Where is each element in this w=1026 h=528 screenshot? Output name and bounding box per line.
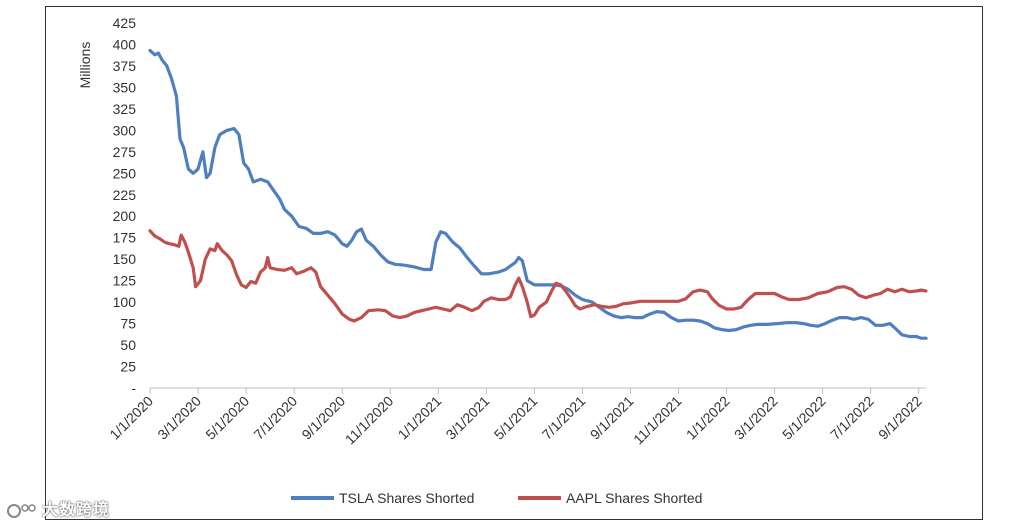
x-tick-label: 11/1/2021 <box>630 393 685 448</box>
y-tick-label: 400 <box>113 36 137 52</box>
y-tick-label: 125 <box>113 273 137 289</box>
y-tick-label: 325 <box>113 101 137 117</box>
series-layer <box>148 48 928 340</box>
x-tick-label: 9/1/2020 <box>298 393 348 443</box>
y-tick-label: 175 <box>113 230 137 246</box>
x-tick-label: 1/1/2021 <box>395 393 445 443</box>
chart-frame: - 25 50 75 100 125 150 175 200 225 250 275 300 325 350… <box>45 6 983 520</box>
x-tick-label: 1/1/2020 <box>106 393 156 443</box>
x-tick-label: 5/1/2022 <box>779 393 829 443</box>
line-chart: - 25 50 75 100 125 150 175 200 225 250 275 300 325 350… <box>77 15 928 506</box>
x-tick-label: 11/1/2020 <box>342 393 397 448</box>
watermark-logo-icon <box>7 503 36 518</box>
y-axis-title: Millions <box>77 42 93 89</box>
y-tick-label: - <box>131 380 136 396</box>
x-tick-label: 9/1/2022 <box>875 393 925 443</box>
watermark: 大数跨境 <box>6 496 110 522</box>
x-tick-label: 9/1/2021 <box>587 393 637 443</box>
y-tick-label: 150 <box>113 251 137 267</box>
y-tick-label: 75 <box>120 316 136 332</box>
y-tick-label: 425 <box>113 15 137 31</box>
legend-label-tsla: TSLA Shares Shorted <box>339 490 474 506</box>
watermark-text: 大数跨境 <box>42 502 111 519</box>
y-tick-label: 300 <box>113 122 137 138</box>
x-tick-label: 3/1/2022 <box>731 393 781 443</box>
y-tick-label: 350 <box>113 79 137 95</box>
legend-label-aapl: AAPL Shares Shorted <box>566 490 702 506</box>
series-line-tsla <box>148 48 928 340</box>
y-tick-label: 25 <box>120 359 136 375</box>
x-tick-label: 3/1/2021 <box>443 393 493 443</box>
x-axis: 1/1/20203/1/20205/1/20207/1/20209/1/2020… <box>106 387 926 448</box>
y-tick-label: 100 <box>113 294 137 310</box>
x-tick-label: 1/1/2022 <box>683 393 733 443</box>
y-tick-label: 225 <box>113 187 137 203</box>
x-tick-label: 3/1/2020 <box>154 393 204 443</box>
x-tick-label: 5/1/2021 <box>491 393 541 443</box>
y-tick-label: 200 <box>113 208 137 224</box>
y-tick-label: 375 <box>113 58 137 74</box>
legend: TSLA Shares Shorted AAPL Shares Shorted <box>291 490 702 506</box>
y-tick-label: 275 <box>113 144 137 160</box>
y-axis: - 25 50 75 100 125 150 175 200 225 250 275 300 325 350… <box>113 15 137 396</box>
x-tick-label: 7/1/2020 <box>250 393 300 443</box>
y-tick-label: 50 <box>120 337 136 353</box>
y-tick-label: 250 <box>113 165 137 181</box>
x-tick-label: 5/1/2020 <box>202 393 252 443</box>
x-tick-label: 7/1/2021 <box>539 393 589 443</box>
series-line-aapl <box>148 229 928 323</box>
x-tick-label: 7/1/2022 <box>827 393 877 443</box>
